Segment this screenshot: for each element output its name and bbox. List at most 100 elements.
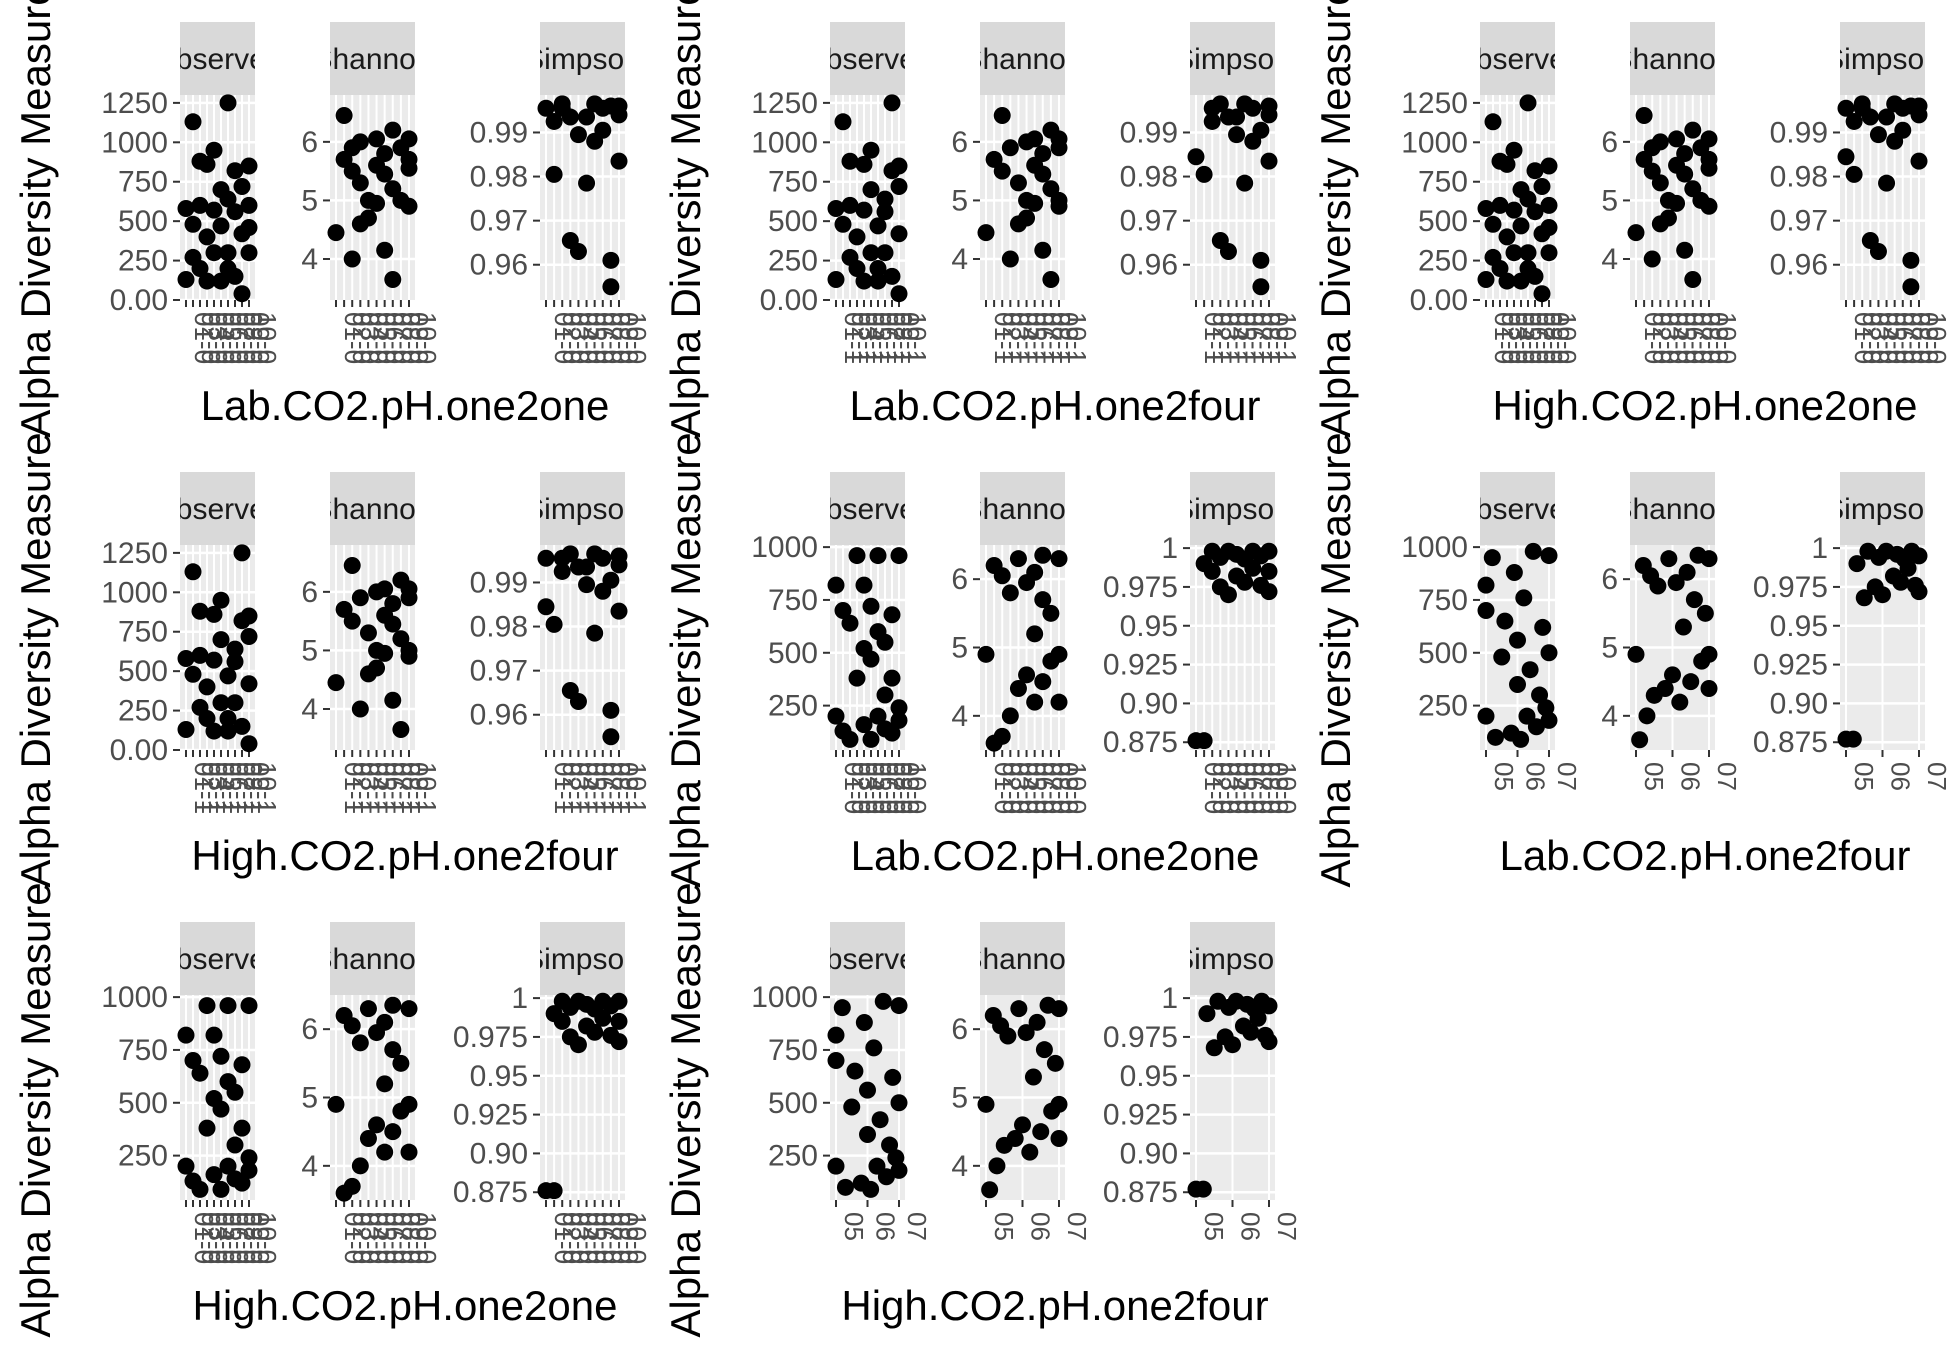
facet-strip (1840, 472, 1925, 545)
x-axis-title: Lab.CO2.pH.one2four (850, 382, 1261, 429)
x-tick-label: 06-1 (590, 762, 620, 814)
data-point (1505, 141, 1523, 159)
data-point (862, 141, 880, 159)
y-tick-label: 0.96 (470, 249, 528, 282)
data-point (1519, 94, 1537, 112)
facet-simpson: Simpson0.8750.900.9250.950.975101-002-00… (1103, 472, 1302, 814)
data-point (1194, 1180, 1212, 1198)
data-point (602, 571, 620, 589)
facet-strip-label: Shannon (312, 43, 432, 76)
facet-strip (980, 472, 1065, 545)
y-tick-label: 0.875 (1103, 1176, 1178, 1209)
data-point (177, 1026, 195, 1044)
data-point (343, 250, 361, 268)
x-tick-label: 06-0 (590, 312, 620, 364)
x-tick-label: 01-0 (339, 312, 369, 364)
data-point (205, 651, 223, 669)
x-tick-label: 07-0 (1531, 312, 1561, 364)
data-point (1493, 648, 1511, 666)
data-point (1505, 201, 1523, 219)
facet-strip (330, 922, 415, 995)
x-tick-label: 05-0 (1517, 312, 1547, 364)
y-tick-label: 1000 (751, 981, 818, 1014)
data-point (1676, 145, 1694, 163)
data-point (212, 1180, 230, 1198)
data-point (841, 196, 859, 214)
x-tick-label: 10-0 (1272, 762, 1302, 814)
x-tick-label: 06-0 (1030, 762, 1060, 814)
data-point (1498, 155, 1516, 173)
data-point (212, 591, 230, 609)
data-point (977, 1095, 995, 1113)
y-tick-label: 0.98 (470, 611, 528, 644)
data-point (219, 94, 237, 112)
x-tick-label: 07-1 (1038, 312, 1068, 364)
data-point (869, 547, 887, 565)
y-tick-label: 0.875 (1103, 726, 1178, 759)
data-point (1533, 177, 1551, 195)
data-point (240, 218, 258, 236)
x-tick-label: 04-0 (1663, 312, 1693, 364)
x-tick-label: 06-0 (874, 762, 904, 814)
data-point (884, 1068, 902, 1086)
x-tick-label: 10-0 (412, 1212, 442, 1264)
facet-simpson: Simpson0.8750.900.9250.950.975101-002-00… (453, 922, 652, 1264)
y-tick-label: 0.975 (1103, 571, 1178, 604)
x-tick-label: 10-0 (1552, 312, 1582, 364)
x-tick-label: 05-0 (217, 312, 247, 364)
data-point (233, 177, 251, 195)
data-point (1028, 1013, 1046, 1031)
data-point (1244, 99, 1262, 117)
data-point (890, 547, 908, 565)
x-tick-label: 04-0 (210, 312, 240, 364)
data-point (862, 1180, 880, 1198)
data-point (198, 228, 216, 246)
x-tick-label: 07-0 (388, 312, 418, 364)
facet-observed: Observed 0.00 250 500 750 1000 1250 01-102-103-… (101, 472, 282, 814)
data-point (368, 194, 386, 212)
x-tick-label: 04-0 (573, 312, 603, 364)
data-point (1249, 1009, 1267, 1027)
data-point (384, 1123, 402, 1141)
x-tick-label: 01-0 (839, 762, 869, 814)
data-point (327, 224, 345, 242)
y-axis-title: Alpha Diversity Measure (12, 0, 59, 438)
x-tick-label: 02-1 (1207, 312, 1237, 364)
data-point (1260, 1033, 1278, 1051)
facet-strip-label: Observed (152, 43, 282, 76)
data-point (890, 225, 908, 243)
data-point (1034, 165, 1052, 183)
data-point (1236, 174, 1254, 192)
data-point (890, 997, 908, 1015)
x-tick-label: 06-1 (1240, 312, 1270, 364)
x-tick-label: 05-1 (371, 762, 401, 814)
data-point (993, 107, 1011, 124)
y-tick-label: 0.95 (1770, 610, 1828, 643)
facet-shannon: Shannon 4 5 6 05 06 07 (951, 922, 1092, 1241)
data-point (862, 597, 880, 615)
facet-strip-label: Observed (152, 493, 282, 526)
x-tick-label: 05 (1849, 762, 1879, 791)
x-tick-label: 04-1 (363, 762, 393, 814)
data-point (1034, 145, 1052, 163)
data-point (1509, 675, 1526, 693)
data-point (1519, 244, 1537, 262)
x-tick-label: 08-0 (1538, 312, 1568, 364)
x-tick-label: 07-0 (1038, 762, 1068, 814)
data-point (578, 576, 596, 594)
y-tick-label: 250 (118, 695, 168, 728)
x-tick-label: 08-1 (396, 762, 426, 814)
facet-observed: Observed 0.00 250 500 750 1000 1250 01-002-003-… (1401, 22, 1582, 364)
y-tick-label: 1000 (1401, 531, 1468, 564)
data-point (1869, 126, 1887, 144)
x-tick-label: 09-0 (245, 312, 275, 364)
data-point (177, 721, 195, 738)
facet-strip-label: Shannon (962, 43, 1082, 76)
subplot-6: Alpha Diversity Measure Lab.CO2.pH.one2fo… (1312, 432, 1950, 887)
y-tick-label: 5 (301, 1082, 318, 1115)
data-point (240, 627, 258, 645)
x-tick-label: 04-1 (1223, 312, 1253, 364)
y-tick-label: 0.00 (110, 734, 168, 767)
data-point (1014, 1116, 1031, 1134)
data-point (1524, 542, 1542, 560)
